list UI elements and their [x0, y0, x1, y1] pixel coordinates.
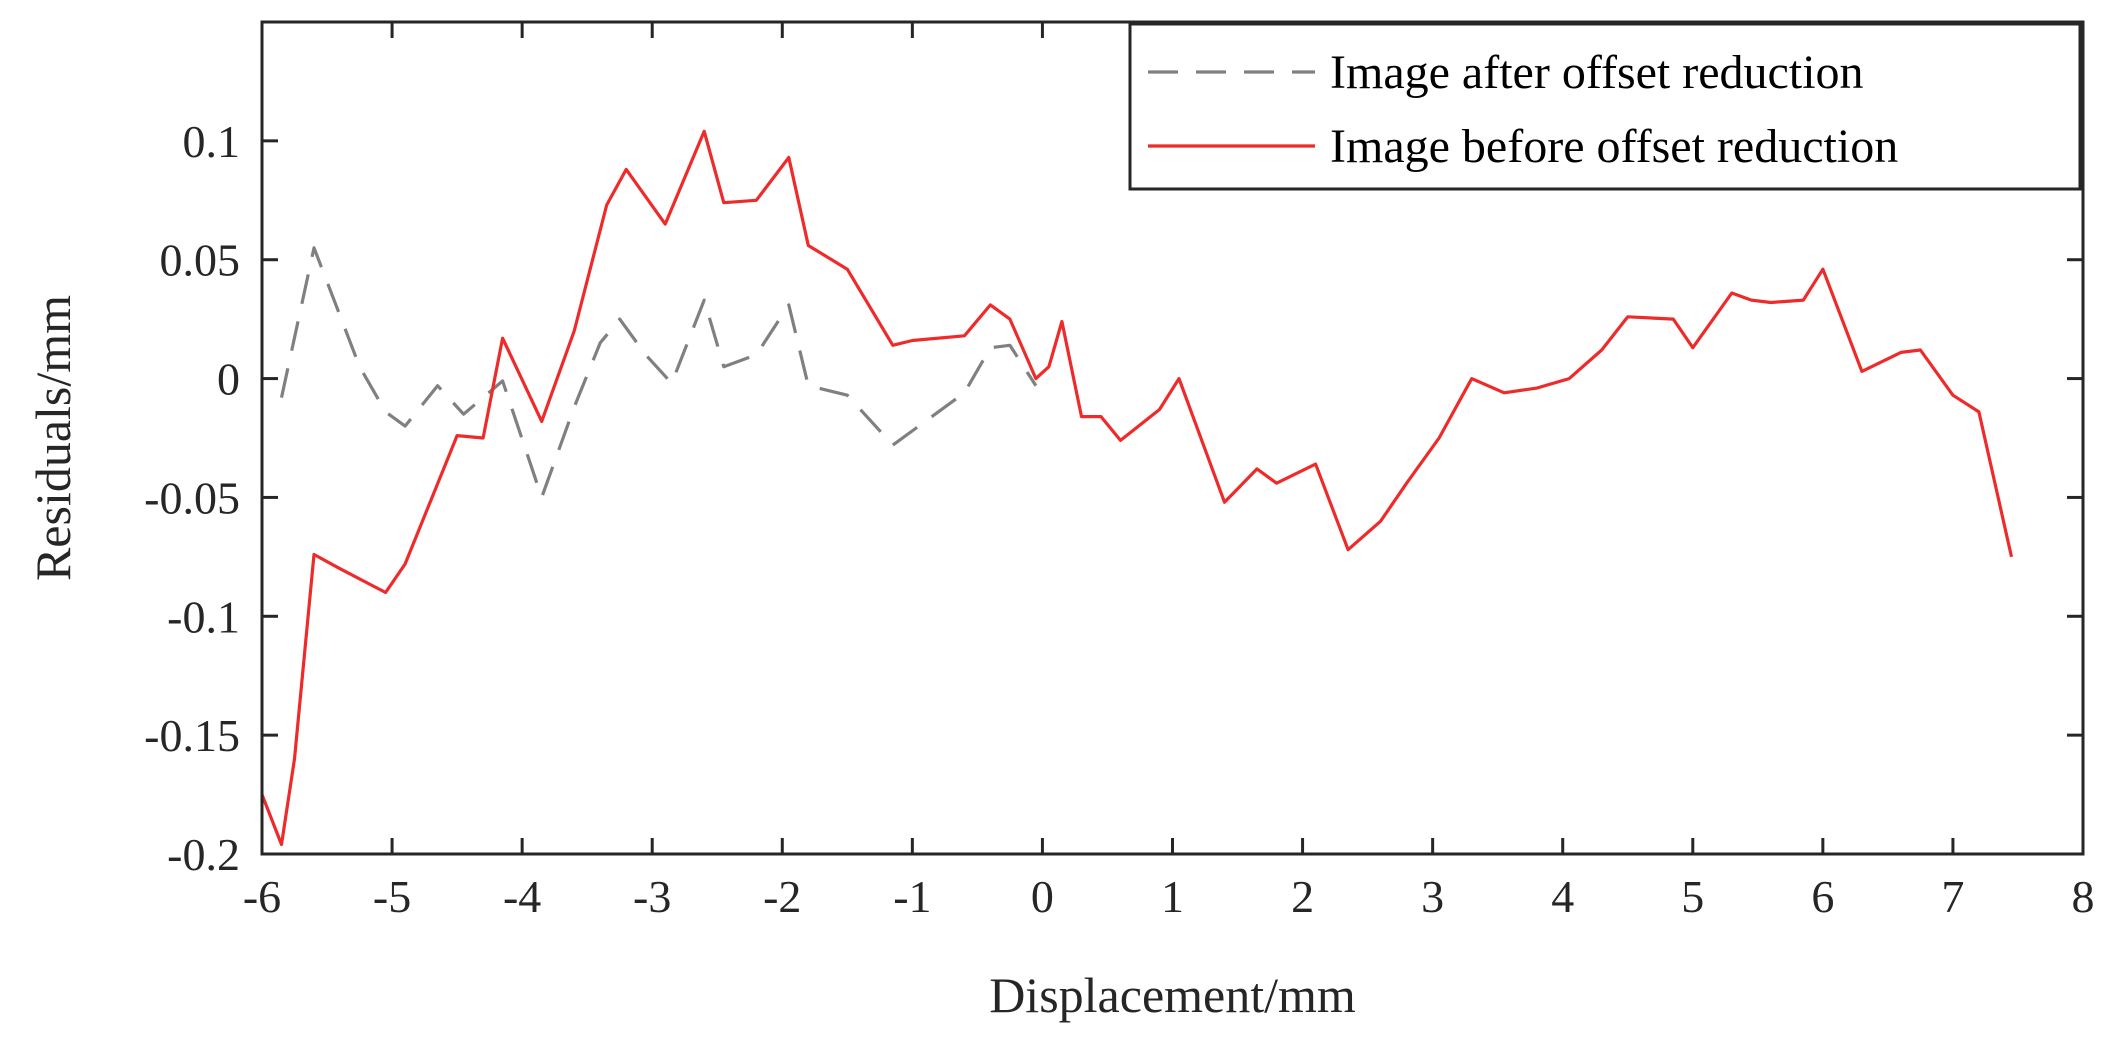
x-tick-label: -6	[243, 871, 281, 922]
tick-layer: -6 -5 -4 -3 -2 -1 0 1 2 3 4 5 6 7 8 -0.2 -0.15 -0.1 -0.05 0…	[144, 22, 2095, 922]
x-tick-label: 5	[1681, 871, 1704, 922]
series-line-1	[279, 246, 1038, 499]
y-axis-title: Residuals/mm	[25, 295, 81, 581]
legend-box	[1128, 22, 2082, 191]
legend: Image after offset reduction Image before…	[1128, 22, 2082, 191]
x-tick-label: 6	[1811, 871, 1834, 922]
y-tick-label: -0.05	[144, 472, 240, 523]
data-layer	[260, 129, 2014, 847]
y-tick-label: 0.1	[183, 116, 241, 167]
x-tick-label: 4	[1551, 871, 1574, 922]
y-tick-label: -0.2	[167, 829, 240, 880]
x-tick-label: -5	[373, 871, 411, 922]
x-tick-label: 0	[1031, 871, 1054, 922]
x-tick-label: -4	[503, 871, 541, 922]
y-tick-label: -0.1	[167, 591, 240, 642]
x-tick-label: -2	[763, 871, 801, 922]
y-tick-label: -0.15	[144, 710, 240, 761]
x-tick-label: 3	[1421, 871, 1444, 922]
x-tick-label: -1	[893, 871, 931, 922]
x-tick-label: -3	[633, 871, 671, 922]
series-line-2	[260, 129, 2014, 847]
y-tick-label: 0	[217, 354, 240, 405]
y-tick-label: 0.05	[160, 235, 241, 286]
x-tick-label: 2	[1291, 871, 1314, 922]
x-tick-label: 1	[1161, 871, 1184, 922]
legend-label: Image before offset reduction	[1330, 120, 1898, 173]
x-tick-label: 7	[1941, 871, 1964, 922]
legend-label: Image after offset reduction	[1330, 46, 1864, 99]
x-tick-label: 8	[2072, 871, 2095, 922]
x-axis-title: Displacement/mm	[989, 967, 1356, 1023]
